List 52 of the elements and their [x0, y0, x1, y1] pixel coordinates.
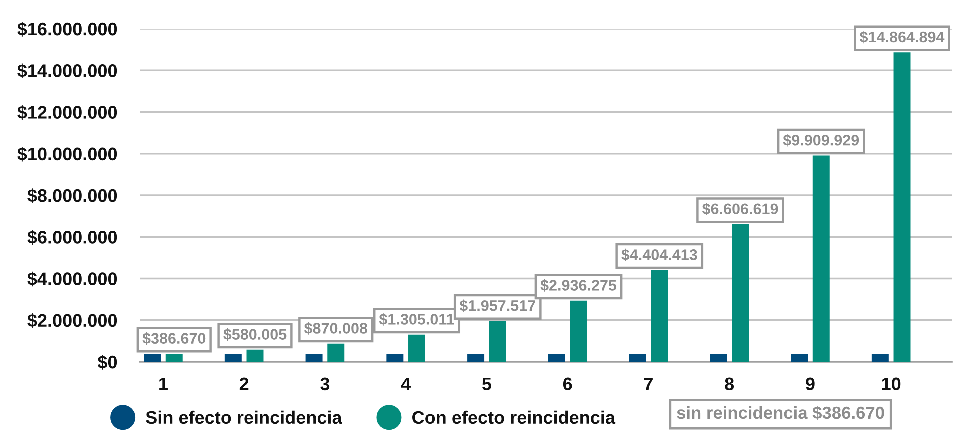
- y-tick-label: $14.000.000: [18, 64, 118, 79]
- data-label: $1.957.517: [460, 300, 536, 312]
- bar: [570, 300, 588, 362]
- legend-label: Sin efecto reincidencia: [146, 410, 342, 424]
- y-tick-label: $12.000.000: [18, 105, 118, 120]
- data-label: $6.606.619: [702, 203, 778, 216]
- x-tick-label: 2: [240, 378, 249, 390]
- x-tick-label: 10: [882, 378, 901, 391]
- data-label: $386.670: [142, 332, 206, 345]
- x-tick-label: 9: [806, 378, 815, 391]
- bar: [489, 321, 506, 362]
- bar: [548, 354, 566, 362]
- y-tick-label: $8.000.000: [28, 188, 118, 204]
- bar: [468, 354, 485, 362]
- x-tick-label: 7: [644, 378, 653, 390]
- y-tick-label: $16.000.000: [18, 22, 118, 37]
- bar: [651, 270, 668, 362]
- x-tick-label: 6: [563, 378, 572, 391]
- legend-label: Con efecto reincidencia: [412, 410, 616, 424]
- y-tick-label: $10.000.000: [18, 147, 118, 162]
- data-label: $4.404.413: [622, 248, 698, 262]
- x-tick-label: 1: [160, 378, 168, 390]
- bar: [386, 354, 404, 362]
- x-tick-label: 3: [320, 378, 330, 391]
- bar: [328, 344, 345, 362]
- text: sin reincidencia $386.670: [677, 406, 884, 420]
- bar: [872, 354, 889, 362]
- bar: [894, 52, 911, 362]
- data-label: $2.936.275: [540, 279, 617, 292]
- y-tick-label: $6.000.000: [28, 230, 118, 246]
- y-tick-label: $2.000.000: [28, 314, 118, 328]
- bar: [144, 354, 162, 362]
- bar: [710, 354, 728, 362]
- data-label: $870.008: [304, 322, 368, 335]
- bar: [306, 354, 323, 362]
- bar: [224, 354, 242, 362]
- bar: [408, 334, 426, 362]
- x-tick-label: 4: [401, 378, 412, 390]
- x-tick-label: 5: [482, 378, 492, 391]
- bar: [812, 156, 830, 362]
- bar: [629, 354, 646, 362]
- data-label: $1.305.011: [379, 313, 454, 326]
- bar: [246, 350, 264, 362]
- data-label: $14.864.894: [860, 31, 945, 44]
- bar: [166, 354, 183, 362]
- y-tick-label: $0: [98, 355, 118, 370]
- bar: [791, 354, 808, 362]
- y-tick-label: $4.000.000: [28, 272, 118, 287]
- bar: [732, 224, 749, 362]
- x-tick-label: 8: [725, 378, 734, 391]
- data-label: $580.005: [224, 328, 287, 341]
- data-label: $9.909.929: [783, 134, 860, 147]
